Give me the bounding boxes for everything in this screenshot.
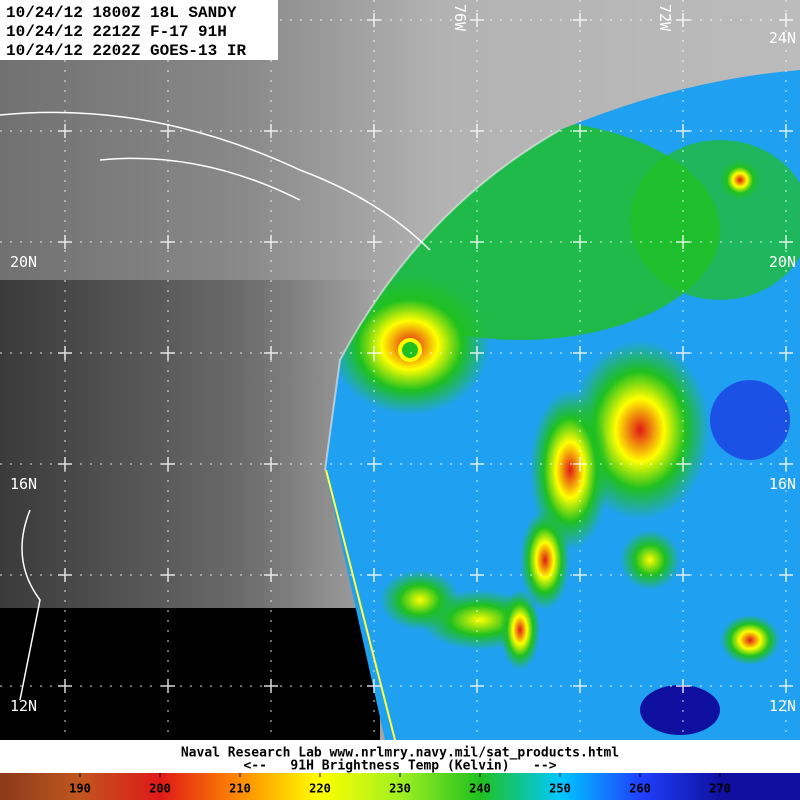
imagery <box>0 0 800 741</box>
colorbar-label: 230 <box>389 782 411 796</box>
colorbar-label: 270 <box>709 782 731 796</box>
colorbar-label: 200 <box>149 782 171 796</box>
colorbar-segment <box>480 773 561 800</box>
colorbar-segment <box>560 773 641 800</box>
lat-label: 12N <box>769 697 796 715</box>
colorbar-label: 250 <box>549 782 571 796</box>
colorbar-segment <box>80 773 161 800</box>
colorbar-label: 190 <box>69 782 91 796</box>
colorbar-label: 210 <box>229 782 251 796</box>
footer-bg <box>0 740 800 773</box>
lat-label: 20N <box>10 253 37 271</box>
header-line: 10/24/12 1800Z 18L SANDY <box>6 4 237 22</box>
lat-label: 16N <box>10 475 37 493</box>
colorbar-label: 240 <box>469 782 491 796</box>
colorbar-segment <box>0 773 81 800</box>
colorbar-segment <box>320 773 401 800</box>
colorbar-segment <box>240 773 321 800</box>
credit: Naval Research Lab www.nrlmry.navy.mil/s… <box>181 746 619 761</box>
lon-label: 76W <box>451 4 469 32</box>
lon-label: 72W <box>656 4 674 32</box>
lat-label: 16N <box>769 475 796 493</box>
lat-label: 20N <box>769 253 796 271</box>
colorbar-label: 260 <box>629 782 651 796</box>
lat-label: 24N <box>769 29 796 47</box>
colorbar-segment <box>160 773 241 800</box>
colorbar-segment <box>400 773 481 800</box>
colorbar-segment <box>720 773 800 800</box>
caption: <-- 91H Brightness Temp (Kelvin) --> <box>243 759 556 774</box>
header-line: 10/24/12 2212Z F-17 91H <box>6 23 227 41</box>
colorbar-segment <box>640 773 721 800</box>
lat-label: 12N <box>10 697 37 715</box>
header-line: 10/24/12 2202Z GOES-13 IR <box>6 42 246 60</box>
colorbar-label: 220 <box>309 782 331 796</box>
